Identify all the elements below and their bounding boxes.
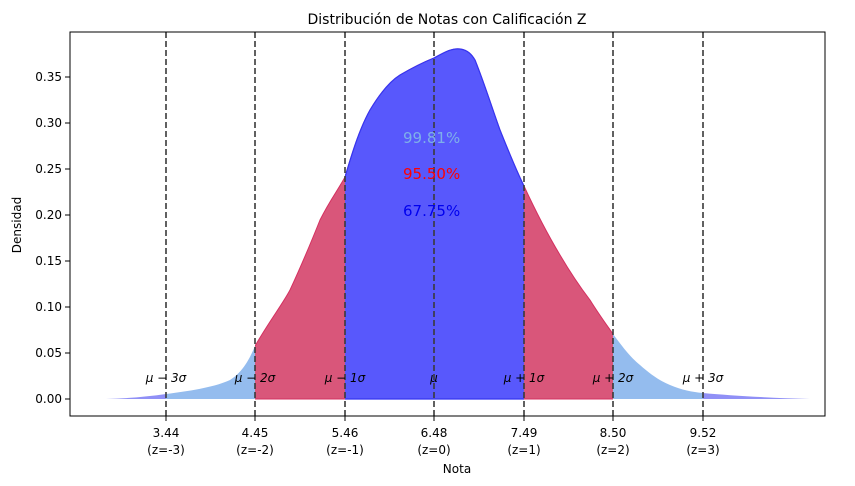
annotation-3sigma: 99.81% (403, 129, 460, 147)
x-tick-value: 4.45 (242, 426, 269, 440)
x-tick-value: 7.49 (511, 426, 538, 440)
y-axis: 0.00 0.05 0.10 0.15 0.20 0.25 0.30 0.35 (35, 70, 70, 406)
x-tick-z: (z=-2) (236, 443, 274, 457)
y-tick-label: 0.20 (35, 208, 62, 222)
area-outer-tail (106, 393, 810, 399)
x-tick-z: (z=2) (596, 443, 629, 457)
y-tick-label: 0.25 (35, 162, 62, 176)
sigma-label: μ − 1σ (324, 371, 366, 385)
x-tick-z: (z=3) (686, 443, 719, 457)
annotation-1sigma: 67.75% (403, 202, 460, 220)
x-axis: 3.44 (z=-3) 4.45 (z=-2) 5.46 (z=-1) 6.48… (147, 416, 720, 457)
sigma-label: μ − 3σ (145, 371, 187, 385)
sigma-label: μ − 2σ (234, 371, 276, 385)
x-tick-z: (z=0) (417, 443, 450, 457)
density-areas (106, 48, 810, 400)
percentage-annotations: 99.81% 95.50% 67.75% (403, 129, 460, 220)
plot-frame (69, 31, 826, 417)
chart-title: Distribución de Notas con Calificación Z (307, 12, 586, 28)
y-tick-label: 0.35 (35, 70, 62, 84)
x-tick-z: (z=-1) (326, 443, 364, 457)
y-tick-label: 0.05 (35, 346, 62, 360)
y-tick-label: 0.30 (35, 116, 62, 130)
x-tick-value: 3.44 (153, 426, 180, 440)
sigma-label: μ (429, 371, 438, 385)
annotation-2sigma: 95.50% (403, 165, 460, 183)
x-tick-value: 6.48 (421, 426, 448, 440)
area-1sigma (345, 48, 524, 400)
sigma-label: μ + 2σ (592, 371, 634, 385)
sigma-label: μ + 1σ (503, 371, 545, 385)
y-tick-label: 0.15 (35, 254, 62, 268)
y-tick-label: 0.10 (35, 300, 62, 314)
y-axis-label: Densidad (10, 197, 24, 253)
y-tick-label: 0.00 (35, 392, 62, 406)
sigma-labels: μ − 3σ μ − 2σ μ − 1σ μ μ + 1σ μ + 2σ μ +… (145, 371, 724, 385)
x-tick-z: (z=-3) (147, 443, 185, 457)
x-axis-label: Nota (443, 462, 471, 476)
sigma-label: μ + 3σ (682, 371, 724, 385)
x-tick-value: 8.50 (600, 426, 627, 440)
x-tick-value: 5.46 (332, 426, 359, 440)
x-tick-value: 9.52 (690, 426, 717, 440)
x-tick-z: (z=1) (507, 443, 540, 457)
sigma-lines (165, 32, 704, 416)
